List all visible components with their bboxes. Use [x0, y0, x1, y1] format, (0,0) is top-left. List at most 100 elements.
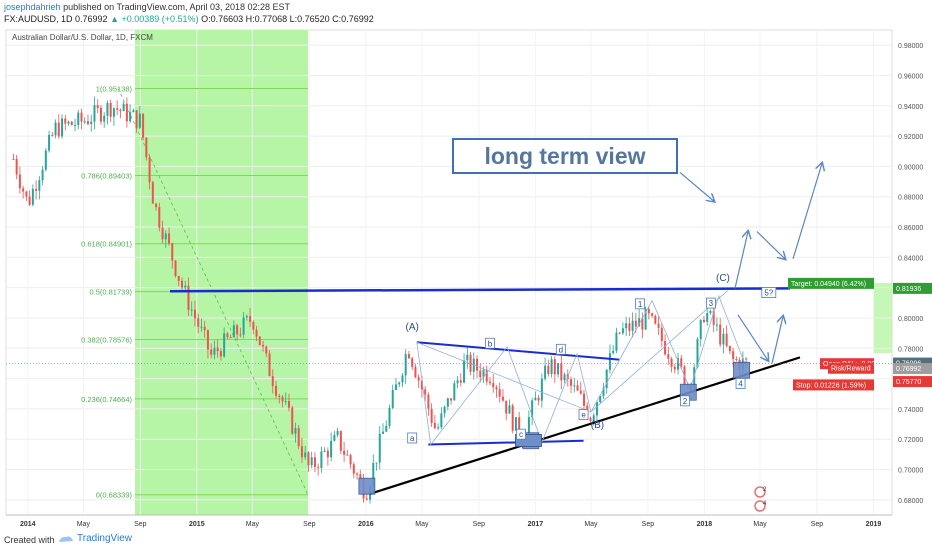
wave-label: (C): [716, 273, 730, 284]
candle-body: [680, 358, 683, 367]
candle-body: [12, 158, 15, 160]
wave-label-box: [706, 297, 716, 309]
projection-arrow-icon: [679, 172, 714, 201]
candle-body: [22, 188, 25, 192]
y-tick-label: 0.78000: [898, 346, 923, 353]
candle-body: [242, 317, 245, 335]
candle-body: [608, 353, 611, 370]
x-tick-label: 2017: [528, 521, 544, 528]
fib-level-label: 0.786(0.89403): [81, 171, 132, 180]
candle-body: [537, 397, 540, 401]
target-tag: Target: 0.04940 (6.42%): [791, 281, 866, 288]
candle-body: [232, 325, 235, 338]
candle-body: [197, 318, 200, 327]
candle-body: [492, 383, 495, 388]
candle-body: [219, 351, 222, 357]
candle-body: [112, 108, 115, 117]
candle-body: [511, 405, 514, 431]
fib-highlight-zone: [135, 30, 308, 515]
resistance-line[interactable]: [169, 287, 791, 293]
candle-body: [654, 315, 657, 324]
candle-body: [245, 316, 248, 318]
wave-label: e: [581, 410, 586, 419]
candle-body: [106, 102, 109, 116]
projection-arrow-icon: [792, 163, 822, 260]
candle-body: [203, 326, 206, 331]
candle-body: [142, 113, 145, 138]
stop-price-tag-bg: [893, 376, 932, 388]
candle-body: [200, 326, 203, 328]
candle-body: [44, 150, 47, 170]
candle-body: [576, 385, 579, 391]
x-tick-label: Sep: [473, 521, 486, 528]
candle-body: [90, 121, 93, 125]
wave-label-box: [555, 343, 566, 355]
support-trendline[interactable]: [369, 356, 801, 495]
candle-body: [213, 347, 216, 355]
candle-body: [275, 385, 278, 396]
candle-body: [148, 157, 151, 183]
candle-body: [745, 358, 748, 360]
candle-body: [151, 182, 154, 204]
candle-body: [333, 434, 336, 441]
author-link[interactable]: josephdahrieh: [4, 2, 61, 12]
candle-body: [621, 328, 624, 334]
candle-body: [239, 334, 242, 336]
candle-body: [80, 112, 83, 122]
price-chart[interactable]: Australian Dollar/U.S. Dollar, 1D, FXCM …: [0, 26, 932, 532]
candle-body: [168, 233, 171, 244]
candle-body: [505, 400, 508, 414]
risk-reward-tag-bg: [828, 362, 874, 374]
candle-body: [77, 112, 80, 126]
candle-body: [103, 115, 106, 122]
event-badge-icon[interactable]: [754, 500, 766, 512]
candle-body: [644, 308, 647, 330]
wave-label: 5?: [764, 288, 773, 297]
target-price-tag-bg: [893, 282, 932, 294]
target-price-tag: 0.81936: [896, 286, 921, 293]
triangle-lower-line[interactable]: [428, 439, 584, 446]
candle-body: [268, 353, 271, 377]
event-badge-icon[interactable]: [754, 486, 766, 498]
current-price2-tag: 0.76992: [896, 366, 921, 373]
candle-body: [180, 280, 183, 288]
candle-body: [190, 309, 193, 311]
x-tick-label: Sep: [811, 521, 824, 528]
candle-body: [589, 417, 592, 422]
candle-body: [583, 393, 586, 406]
candle-body: [326, 450, 329, 458]
candle-body: [615, 332, 618, 351]
published-text: published on TradingView.com, April 03, …: [63, 2, 291, 12]
x-tick-label: May: [415, 521, 429, 528]
wave-label-box: [516, 428, 526, 440]
candle-body: [388, 407, 391, 426]
projection-arrow-icon: [771, 316, 783, 364]
triangle-upper-line[interactable]: [416, 341, 620, 361]
candle-body: [359, 474, 362, 479]
candle-body: [352, 464, 355, 474]
chart-title: Australian Dollar/U.S. Dollar, 1D, FXCM: [12, 33, 153, 42]
candle-body: [132, 110, 135, 113]
current-price2-tag-bg: [893, 363, 932, 375]
candle-body: [634, 320, 637, 327]
candle-body: [343, 450, 346, 455]
candle-body: [667, 354, 670, 359]
candle-body: [226, 333, 229, 338]
candle-body: [249, 316, 252, 322]
candle-body: [122, 103, 125, 112]
annotation-text: long term view: [484, 143, 645, 169]
y-tick-label: 0.96000: [898, 73, 923, 80]
candle-body: [476, 358, 479, 371]
candle-body: [469, 354, 472, 372]
tradingview-brand[interactable]: TradingView: [58, 533, 132, 544]
wave-label-box: [635, 298, 645, 310]
candle-body: [223, 333, 226, 357]
candle-body: [138, 113, 141, 128]
event-badge-label: 2: [763, 487, 767, 493]
ohlc-values: O:0.76603 H:0.77068 L:0.76520 C:0.76992: [201, 14, 374, 24]
candle-body: [41, 169, 44, 181]
candle-body: [155, 203, 158, 208]
candle-body: [281, 396, 284, 402]
candle-body: [51, 134, 54, 136]
candle-body: [479, 370, 482, 378]
